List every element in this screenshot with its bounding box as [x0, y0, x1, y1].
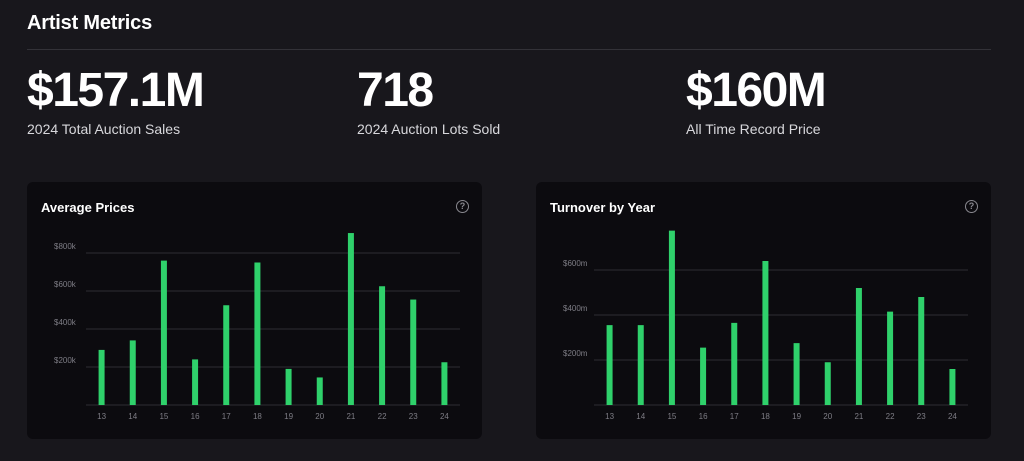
metric-label: 2024 Auction Lots Sold	[357, 121, 501, 137]
y-tick-label: $800k	[54, 242, 77, 251]
x-tick-label: 20	[315, 412, 324, 421]
bar	[410, 299, 417, 405]
metric-total-sales: $157.1M 2024 Total Auction Sales	[27, 64, 205, 137]
bar	[731, 322, 738, 405]
turnover-by-year-chart: $200m $400m $600m 13 14 15 16 17 18 19 20 21 22 23 24	[563, 230, 968, 421]
x-tick-label: 19	[284, 412, 293, 421]
x-tick-label: 20	[823, 412, 832, 421]
bar	[98, 349, 105, 405]
x-tick-label: 22	[886, 412, 895, 421]
y-tick-label: $600k	[54, 280, 77, 289]
chart-title: Turnover by Year	[550, 200, 656, 215]
bar	[700, 347, 707, 405]
metric-label: 2024 Total Auction Sales	[27, 121, 181, 137]
bar	[129, 340, 136, 405]
x-tick-label: 23	[917, 412, 926, 421]
bar	[254, 262, 261, 405]
chart-title: Average Prices	[41, 200, 135, 215]
bar	[192, 359, 199, 405]
metric-lots-sold: 718 2024 Auction Lots Sold	[357, 64, 500, 137]
x-tick-label: 16	[191, 412, 200, 421]
bar	[855, 288, 862, 405]
header-divider	[27, 49, 991, 50]
y-tick-label: $400k	[54, 318, 77, 327]
bar	[441, 362, 448, 405]
metric-value: 718	[357, 64, 434, 117]
metric-value: $160M	[686, 64, 827, 117]
metric-label: All Time Record Price	[686, 121, 821, 137]
x-tick-label: 24	[948, 412, 957, 421]
bar	[824, 362, 831, 405]
x-tick-label: 21	[346, 412, 355, 421]
x-tick-label: 16	[699, 412, 708, 421]
bar	[793, 343, 800, 405]
metric-record-price: $160M All Time Record Price	[686, 64, 827, 137]
bar	[887, 311, 894, 405]
y-tick-label: $600m	[563, 259, 588, 268]
y-tick-label: $200m	[563, 349, 588, 358]
bar	[762, 261, 769, 405]
x-tick-label: 14	[128, 412, 137, 421]
x-tick-label: 18	[761, 412, 770, 421]
bar	[316, 377, 323, 405]
x-tick-label: 17	[222, 412, 231, 421]
x-tick-label: 21	[854, 412, 863, 421]
y-tick-label: $400m	[563, 304, 588, 313]
bar	[668, 230, 675, 405]
help-icon[interactable]: ?	[965, 200, 978, 213]
y-tick-label: $200k	[54, 356, 77, 365]
bar	[223, 305, 230, 405]
turnover-by-year-card: Turnover by Year ? $200m $400m $600m 13 14 15…	[536, 182, 991, 439]
bar	[918, 297, 925, 405]
x-tick-label: 17	[730, 412, 739, 421]
x-tick-label: 24	[440, 412, 449, 421]
help-icon[interactable]: ?	[456, 200, 469, 213]
average-prices-card: Average Prices ? $200k $400k $600k $800k 13 1…	[27, 182, 482, 439]
page-title: Artist Metrics	[27, 12, 153, 34]
x-tick-label: 15	[667, 412, 676, 421]
x-tick-label: 13	[605, 412, 614, 421]
bar	[637, 325, 644, 405]
bar	[347, 233, 354, 405]
bar	[606, 325, 613, 405]
x-tick-label: 23	[409, 412, 418, 421]
x-tick-label: 18	[253, 412, 262, 421]
x-tick-label: 14	[636, 412, 645, 421]
x-tick-label: 19	[792, 412, 801, 421]
bar	[160, 260, 167, 405]
x-tick-label: 15	[159, 412, 168, 421]
average-prices-chart: $200k $400k $600k $800k 13 14 15 16 17 18 19 20 21 22…	[54, 233, 460, 421]
bar	[285, 368, 292, 405]
x-tick-label: 22	[378, 412, 387, 421]
metric-value: $157.1M	[27, 64, 205, 117]
x-tick-label: 13	[97, 412, 106, 421]
bar	[379, 286, 386, 405]
bar	[949, 369, 956, 405]
